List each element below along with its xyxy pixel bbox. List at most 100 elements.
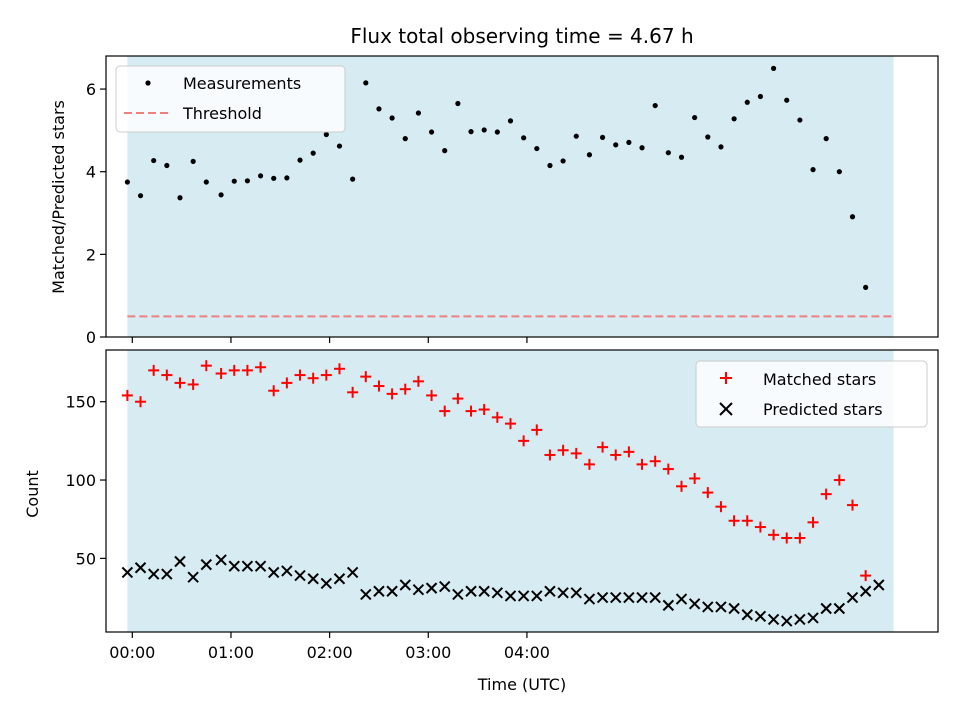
measurement-point	[547, 162, 553, 169]
measurement-point	[652, 102, 658, 109]
measurement-point	[849, 214, 856, 220]
bottom-legend-box	[695, 360, 928, 428]
matched-star-point	[307, 372, 319, 384]
predicted-star-point	[688, 598, 701, 610]
matched-star-point	[728, 515, 740, 527]
predicted-star-point	[675, 593, 688, 605]
bottom-xtick-label: 00:00	[109, 643, 155, 662]
matched-star-point	[531, 424, 543, 436]
matched-star-point	[121, 389, 133, 401]
predicted-star-point	[439, 580, 451, 593]
matched-star-point	[702, 487, 714, 499]
matched-star-point	[294, 369, 306, 381]
measurement-point	[863, 284, 869, 291]
predicted-star-point	[333, 573, 346, 585]
measurement-point	[613, 142, 619, 148]
measurement-point	[599, 134, 606, 141]
predicted-star-point	[360, 588, 372, 601]
predicted-star-point	[134, 562, 147, 574]
predicted-star-point	[373, 585, 385, 597]
matched-star-point	[768, 529, 780, 541]
predicted-star-point	[386, 585, 398, 597]
measurement-point	[468, 129, 474, 135]
matched-star-point	[386, 388, 398, 400]
predicted-star-point	[781, 615, 793, 627]
predicted-star-point	[215, 554, 227, 566]
measurement-point	[284, 175, 290, 181]
bottom-xtick-label: 02:00	[307, 643, 353, 662]
measurement-point	[757, 93, 764, 100]
matched-star-point	[675, 480, 687, 492]
predicted-star-point	[662, 599, 675, 612]
matched-star-point	[820, 488, 832, 500]
matched-star-point	[544, 449, 556, 461]
matched-star-point	[412, 375, 424, 387]
predicted-star-point	[728, 602, 740, 615]
predicted-star-point	[307, 573, 319, 585]
matched-star-point	[715, 501, 727, 513]
measurement-point	[534, 145, 540, 152]
matched-star-point	[504, 418, 516, 430]
measurement-point	[744, 99, 750, 105]
predicted-star-point	[200, 558, 213, 571]
predicted-star-point	[846, 591, 859, 604]
measurements-points	[124, 65, 869, 291]
matched-star-point	[255, 361, 267, 373]
predicted-star-point	[254, 560, 267, 572]
measurement-point	[665, 150, 671, 156]
predicted-stars-points	[121, 554, 885, 627]
measurement-point	[442, 148, 448, 154]
predicted-star-point	[820, 602, 832, 615]
matched-star-point	[833, 474, 845, 486]
measurement-point	[389, 115, 395, 121]
matched-star-point	[281, 377, 293, 389]
bottom-legend: Matched stars Predicted stars	[695, 360, 928, 428]
predicted-star-point	[531, 590, 543, 602]
predicted-star-point	[636, 591, 648, 604]
matched-star-point	[241, 364, 253, 376]
matched-star-point	[662, 463, 674, 475]
matched-star-point	[860, 570, 872, 582]
legend-predicted-marker	[719, 402, 733, 416]
measurement-point	[297, 157, 303, 163]
legend-matched-marker	[720, 372, 732, 384]
measurement-point	[586, 152, 593, 158]
predicted-star-point	[187, 571, 199, 583]
matched-star-point	[426, 389, 438, 401]
matched-star-point	[491, 411, 503, 423]
legend-predicted-label: Predicted stars	[763, 400, 883, 419]
predicted-star-point	[833, 602, 846, 615]
matched-star-point	[399, 383, 411, 395]
measurement-point	[810, 167, 816, 173]
matched-star-point	[518, 435, 530, 447]
matched-star-point	[794, 532, 806, 544]
matched-star-point	[623, 446, 635, 458]
measurement-point	[323, 131, 329, 138]
predicted-star-point	[399, 579, 411, 591]
measurement-point	[376, 106, 382, 112]
predicted-star-point	[517, 590, 530, 602]
measurement-point	[203, 179, 209, 185]
legend-threshold-label: Threshold	[182, 104, 262, 123]
predicted-star-point	[478, 585, 490, 597]
predicted-star-point	[294, 569, 306, 582]
bottom-xtick-label: 04:00	[504, 643, 550, 662]
predicted-star-point	[623, 591, 635, 604]
legend-measurements-marker	[145, 80, 151, 86]
top-legend: Measurements Threshold	[115, 65, 346, 133]
matched-star-point	[465, 405, 477, 417]
bottom-xtick-label: 03:00	[405, 643, 451, 662]
matched-star-point	[570, 447, 582, 459]
matched-star-point	[649, 455, 661, 467]
measurement-point	[231, 178, 237, 184]
measurement-point	[177, 195, 183, 201]
matched-star-point	[452, 393, 464, 405]
matched-star-point	[439, 405, 451, 417]
top-legend-box	[115, 65, 346, 133]
measurement-point	[218, 192, 224, 198]
top-axes: 0 2 4 6	[86, 80, 528, 347]
predicted-star-point	[241, 560, 254, 572]
matched-star-point	[148, 364, 160, 376]
matched-star-point	[360, 371, 372, 383]
